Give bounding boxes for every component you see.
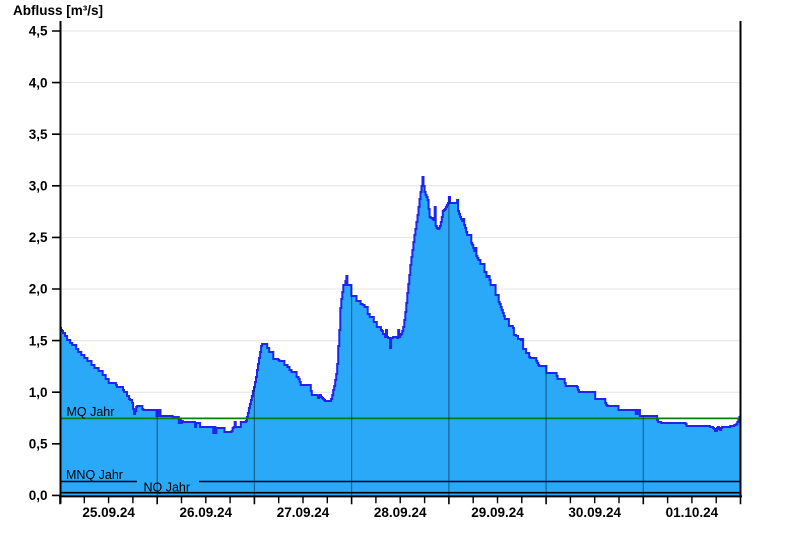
svg-text:2,5: 2,5 (29, 230, 48, 245)
svg-text:28.09.24: 28.09.24 (374, 505, 427, 520)
svg-text:MNQ Jahr: MNQ Jahr (66, 468, 123, 482)
svg-text:30.09.24: 30.09.24 (568, 505, 621, 520)
svg-text:3,5: 3,5 (29, 127, 48, 142)
svg-text:26.09.24: 26.09.24 (180, 505, 233, 520)
svg-text:NQ Jahr: NQ Jahr (144, 480, 191, 494)
svg-text:2,0: 2,0 (29, 282, 48, 297)
svg-text:25.09.24: 25.09.24 (82, 505, 135, 520)
svg-text:Abfluss [m³/s]: Abfluss [m³/s] (13, 3, 103, 18)
svg-text:4,0: 4,0 (29, 75, 48, 90)
svg-text:0,5: 0,5 (29, 437, 48, 452)
svg-text:27.09.24: 27.09.24 (277, 505, 330, 520)
svg-text:1,5: 1,5 (29, 333, 48, 348)
svg-text:4,5: 4,5 (29, 24, 48, 39)
svg-text:MQ Jahr: MQ Jahr (67, 405, 115, 419)
svg-text:3,0: 3,0 (29, 179, 48, 194)
svg-text:0,0: 0,0 (29, 488, 48, 503)
svg-text:01.10.24: 01.10.24 (666, 505, 719, 520)
svg-text:29.09.24: 29.09.24 (471, 505, 524, 520)
svg-text:1,0: 1,0 (29, 385, 48, 400)
